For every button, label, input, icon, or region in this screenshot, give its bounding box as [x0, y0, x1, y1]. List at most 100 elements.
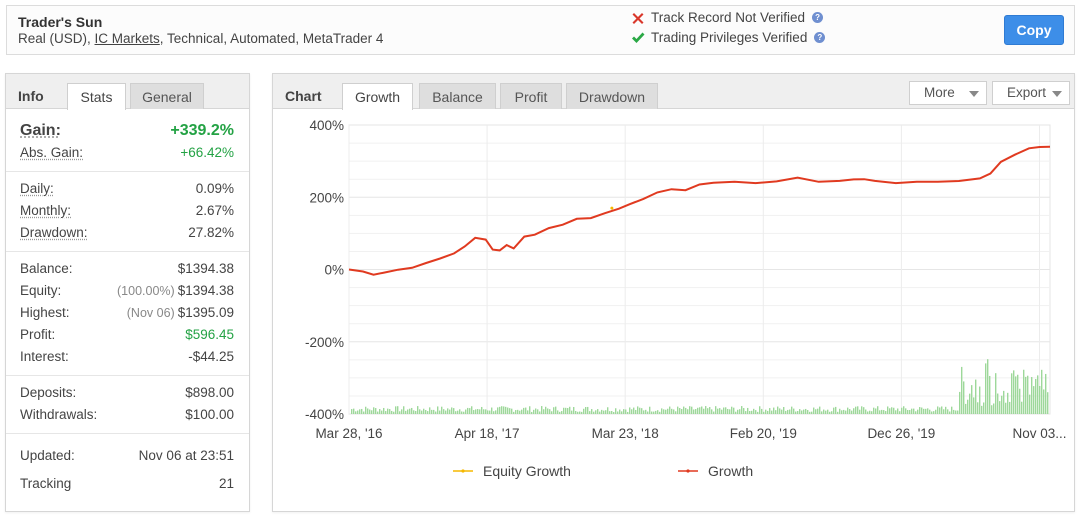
- volume-bar: [621, 411, 623, 414]
- tab-profit[interactable]: Profit: [500, 83, 562, 109]
- volume-bar: [971, 385, 973, 414]
- volume-bar: [535, 408, 537, 414]
- volume-bar: [559, 411, 561, 414]
- volume-bar: [1039, 385, 1041, 414]
- tab-drawdown[interactable]: Drawdown: [566, 83, 658, 109]
- volume-bar: [879, 410, 881, 414]
- volume-bar: [785, 410, 787, 414]
- chart-panel: Chart Growth Balance Profit Drawdown Mor…: [272, 73, 1075, 512]
- volume-bar: [517, 409, 519, 414]
- volume-bar: [571, 410, 573, 414]
- volume-bar: [903, 406, 905, 414]
- legend-marker: [686, 469, 690, 473]
- volume-bar: [385, 411, 387, 414]
- volume-bar: [519, 410, 521, 414]
- volume-bar: [979, 386, 981, 414]
- volume-bar: [443, 409, 445, 414]
- volume-bar: [527, 410, 529, 414]
- volume-bar: [683, 406, 685, 414]
- volume-bar: [759, 406, 761, 414]
- tab-stats[interactable]: Stats: [67, 83, 126, 110]
- volume-bar: [715, 406, 717, 414]
- volume-bar: [935, 409, 937, 414]
- volume-bar: [829, 411, 831, 414]
- updated-row: Updated: Nov 06 at 23:51: [20, 442, 234, 470]
- monthly-label[interactable]: Monthly:: [20, 203, 72, 218]
- volume-bar: [415, 410, 417, 414]
- volume-bar: [437, 406, 439, 414]
- copy-button[interactable]: Copy: [1004, 15, 1064, 45]
- info-panel-title: Info: [18, 88, 44, 104]
- growth-chart[interactable]: 400% 200% 0% -200% -400% Mar 28, '16 Apr 18, '…: [273, 110, 1074, 510]
- volume-bar: [355, 411, 357, 414]
- export-dropdown[interactable]: Export: [992, 81, 1070, 105]
- volume-bar: [417, 406, 419, 414]
- volume-bar: [887, 406, 889, 414]
- tab-general[interactable]: General: [130, 83, 204, 109]
- volume-bar: [441, 406, 443, 414]
- volume-bar: [491, 407, 493, 414]
- equity-label: Equity:: [20, 283, 62, 298]
- y-tick-label: 200%: [309, 190, 344, 205]
- volume-bar: [359, 409, 361, 414]
- volume-bar: [455, 411, 457, 414]
- more-dropdown[interactable]: More: [909, 81, 987, 105]
- volume-bar: [523, 407, 525, 414]
- volume-bar: [447, 408, 449, 414]
- volume-bar: [609, 411, 611, 414]
- volume-bar: [807, 410, 809, 414]
- volume-bar: [649, 406, 651, 414]
- volume-bar: [707, 408, 709, 414]
- volume-bar: [399, 411, 401, 414]
- volume-bar: [1001, 395, 1003, 414]
- volume-bar: [521, 409, 523, 414]
- tab-growth[interactable]: Growth: [342, 83, 413, 110]
- volume-bar: [565, 407, 567, 414]
- volume-bars: [351, 359, 1049, 414]
- question-icon[interactable]: ?: [812, 12, 824, 23]
- volume-bar: [871, 411, 873, 414]
- volume-bar: [837, 411, 839, 414]
- chart-grid: [348, 124, 1051, 415]
- question-icon[interactable]: ?: [814, 32, 826, 43]
- volume-bar: [467, 407, 469, 414]
- daily-label[interactable]: Daily:: [20, 181, 54, 196]
- tab-balance[interactable]: Balance: [419, 83, 496, 109]
- volume-bar: [635, 409, 637, 414]
- gain-label[interactable]: Gain:: [20, 122, 61, 139]
- volume-bar: [723, 407, 725, 414]
- volume-bar: [1013, 370, 1015, 414]
- volume-bar: [825, 410, 827, 414]
- volume-bar: [753, 408, 755, 414]
- volume-bar: [839, 408, 841, 414]
- volume-bar: [925, 408, 927, 414]
- export-label: Export: [1007, 85, 1047, 100]
- volume-bar: [767, 410, 769, 414]
- volume-bar: [485, 409, 487, 414]
- volume-bar: [421, 410, 423, 414]
- volume-bar: [901, 407, 903, 414]
- volume-bar: [577, 411, 579, 414]
- broker-link[interactable]: IC Markets: [94, 31, 160, 46]
- abs-gain-label[interactable]: Abs. Gain:: [20, 145, 84, 160]
- volume-bar: [429, 407, 431, 414]
- volume-bar: [637, 406, 639, 414]
- legend-label: Growth: [708, 463, 753, 479]
- equity-value: $1394.38: [177, 283, 234, 298]
- volume-bar: [383, 407, 385, 414]
- abs-gain-row: Abs. Gain: +66.42%: [20, 142, 234, 164]
- volume-bar: [459, 409, 461, 414]
- volume-bar: [551, 411, 553, 414]
- volume-bar: [673, 409, 675, 414]
- volume-bar: [591, 409, 593, 414]
- volume-bar: [873, 407, 875, 414]
- volume-bar: [967, 399, 969, 414]
- volume-bar: [865, 409, 867, 414]
- volume-bar: [937, 406, 939, 414]
- volume-bar: [1031, 377, 1033, 414]
- volume-bar: [457, 410, 459, 414]
- volume-bar: [371, 410, 373, 414]
- volume-bar: [893, 407, 895, 414]
- volume-bar: [613, 411, 615, 414]
- drawdown-label[interactable]: Drawdown:: [20, 225, 88, 240]
